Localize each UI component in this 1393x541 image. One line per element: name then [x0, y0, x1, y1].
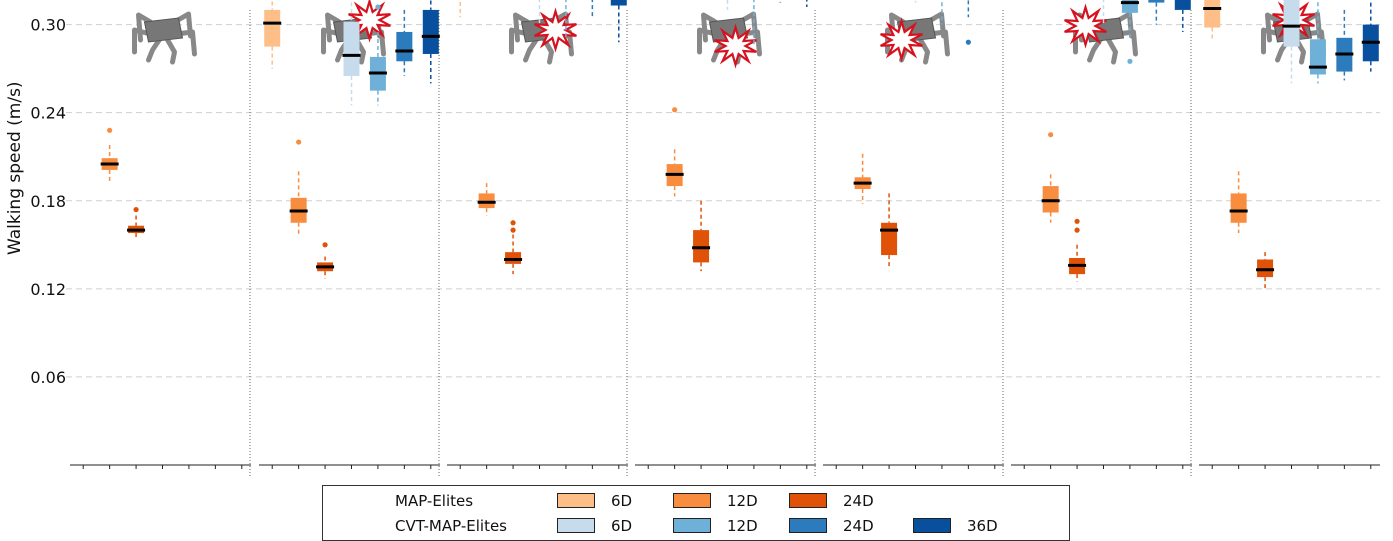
robot-leg	[509, 27, 530, 55]
legend-row-cvt-map-elites: CVT-MAP-Elites 6D 12D 24D 36D	[323, 513, 1069, 539]
box	[881, 222, 898, 256]
legend-swatch	[673, 518, 711, 533]
outlier-point	[1127, 58, 1133, 64]
box	[422, 9, 439, 54]
box	[1309, 39, 1326, 75]
hexapod-robot-icon	[697, 11, 762, 69]
robot-leg	[1105, 35, 1118, 65]
damage-burst-icon	[348, 0, 391, 43]
box	[396, 31, 413, 62]
legend-swatch	[557, 518, 595, 533]
legend-item-label: 12D	[727, 492, 758, 510]
damage-burst-icon	[880, 17, 923, 63]
damage-burst-icon	[1064, 3, 1107, 49]
legend-item-label: 24D	[843, 492, 874, 510]
outlier-point	[1074, 218, 1080, 224]
robot-body	[143, 17, 184, 43]
hexapod-robot-icon	[1064, 3, 1138, 65]
legend-row-label: CVT-MAP-Elites	[395, 517, 508, 535]
legend-item-label: 24D	[843, 517, 874, 535]
robot-leg	[1261, 27, 1282, 55]
box	[343, 21, 360, 76]
legend-item-label: 12D	[727, 517, 758, 535]
hexapod-robot-icon	[132, 11, 197, 65]
robot-leg	[917, 35, 930, 65]
legend-item-label: 36D	[967, 517, 998, 535]
y-tick-label: 0.24	[30, 104, 66, 123]
y-axis-label: Walking speed (m/s)	[5, 81, 25, 255]
outlier-point	[1048, 132, 1054, 138]
box	[1174, 0, 1191, 10]
robot-leg	[697, 27, 718, 55]
legend-swatch	[913, 518, 951, 533]
hexapod-robot-icon	[509, 7, 577, 65]
outlier-point	[510, 220, 516, 226]
box	[264, 9, 281, 47]
outlier-point	[322, 242, 328, 248]
box	[610, 0, 627, 6]
outlier-point	[510, 227, 516, 233]
robot-leg	[523, 35, 540, 63]
hexapod-robot-icon	[321, 0, 391, 65]
legend-row-label: MAP-Elites	[395, 492, 474, 510]
damage-burst-icon	[534, 7, 577, 53]
hexapod-robot-icon	[880, 11, 950, 65]
legend-item-label: 6D	[611, 492, 633, 510]
legend-swatch	[557, 493, 595, 508]
outlier-point	[965, 39, 971, 45]
robot-leg	[164, 35, 177, 65]
outlier-point	[1074, 227, 1080, 233]
box	[1230, 193, 1247, 223]
legend-row-map-elites: MAP-Elites 6D 12D 24D	[323, 488, 1069, 514]
y-tick-label: 0.12	[30, 280, 66, 299]
legend-swatch	[789, 518, 827, 533]
outlier-point	[672, 107, 678, 113]
legend: MAP-Elites 6D 12D 24D CVT-MAP-Elites 6D …	[322, 485, 1070, 541]
box	[1204, 0, 1221, 28]
outlier-point	[296, 139, 302, 145]
robot-leg	[146, 35, 163, 63]
outlier-point	[375, 4, 381, 10]
legend-item-label: 6D	[611, 517, 633, 535]
legend-swatch	[789, 493, 827, 508]
box	[1283, 0, 1300, 47]
outlier-point	[107, 127, 113, 133]
damage-burst-icon	[714, 23, 757, 69]
y-tick-label: 0.18	[30, 192, 66, 211]
legend-swatch	[673, 493, 711, 508]
robot-leg	[321, 27, 342, 55]
outlier-point	[133, 206, 139, 213]
box	[1148, 0, 1165, 3]
y-tick-label: 0.30	[30, 16, 66, 35]
y-tick-label: 0.06	[30, 368, 66, 387]
robot-leg	[132, 27, 153, 55]
